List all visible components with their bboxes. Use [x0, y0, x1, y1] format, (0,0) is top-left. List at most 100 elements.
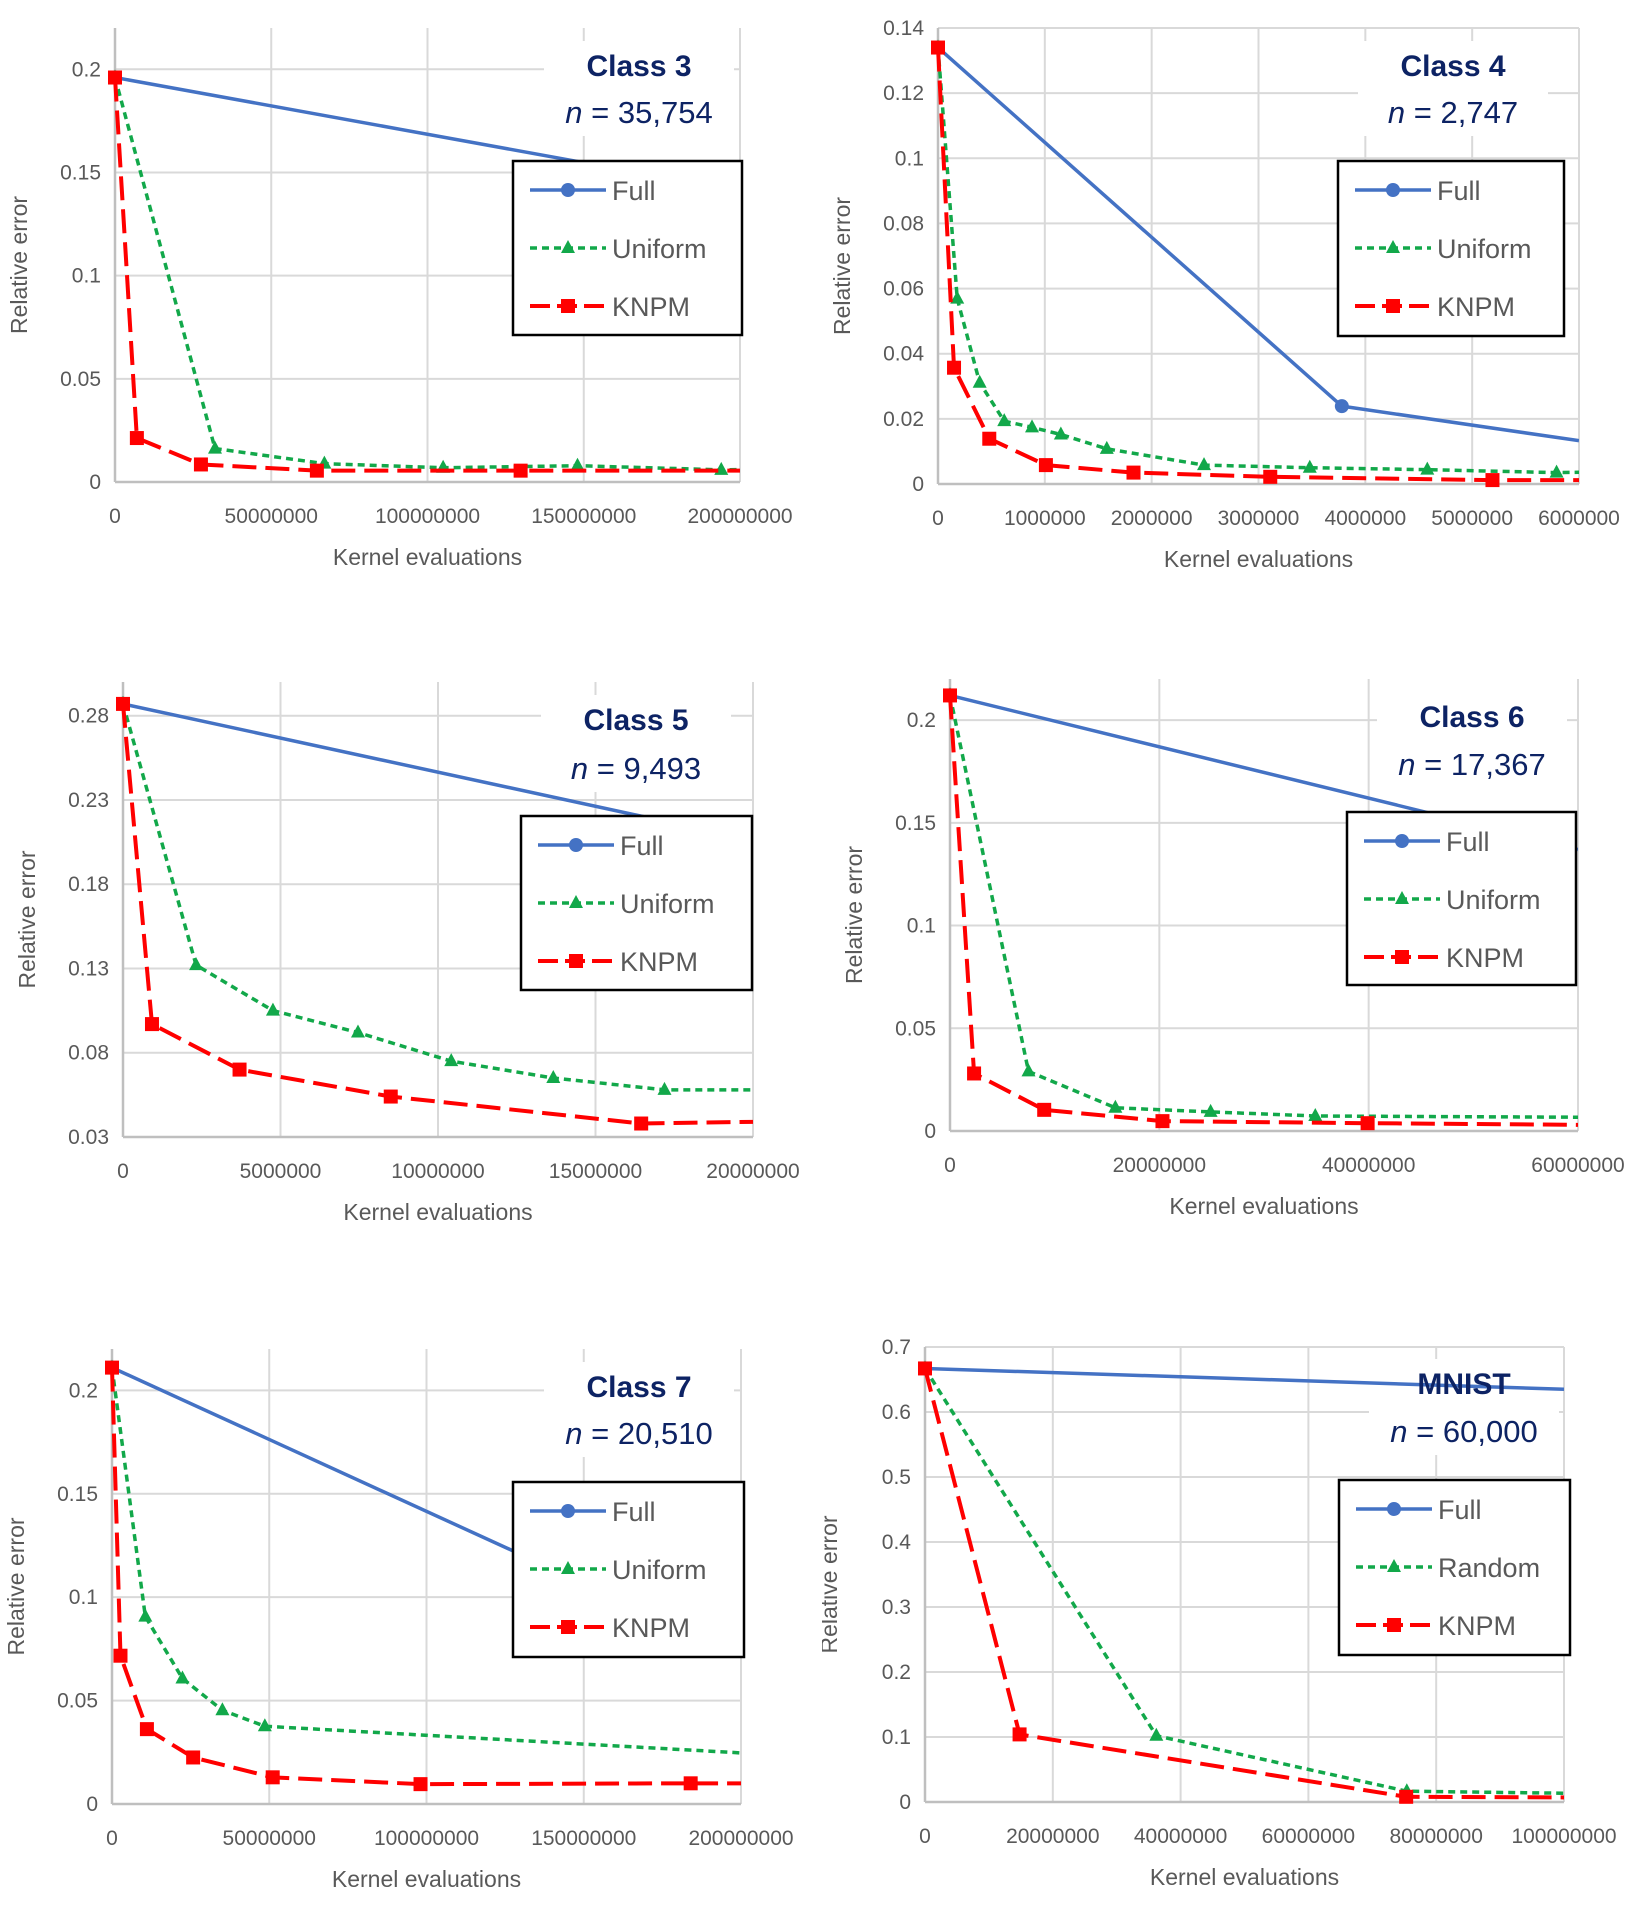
legend-item-full: Full [1364, 827, 1490, 857]
series-line [923, 1367, 1564, 1800]
legend: Full Random KNPM [1337, 1478, 1572, 1657]
x-tick-label: 1000000 [1004, 507, 1086, 530]
y-axis-label: Relative error [822, 1515, 842, 1653]
data-point [1053, 426, 1068, 440]
series-line [923, 1367, 1564, 1795]
title-background [1377, 692, 1567, 788]
title-background [541, 695, 731, 792]
x-tick-label: 80000000 [1389, 1825, 1482, 1848]
title-background [544, 1362, 734, 1457]
x-tick-label: 0 [117, 1160, 129, 1183]
data-point [513, 463, 528, 478]
y-axis-label: Relative error [829, 197, 855, 335]
sample-size-annotation: n = 35,754 [565, 95, 712, 130]
legend-marker [1386, 183, 1400, 197]
y-axis-label: Relative error [6, 196, 32, 334]
data-point [918, 1361, 932, 1376]
chart-title: Class 7 [586, 1371, 691, 1404]
data-point [1485, 473, 1500, 488]
series-line [936, 47, 1579, 483]
legend-marker [1387, 1502, 1401, 1516]
x-tick-label: 60000000 [1262, 1825, 1355, 1848]
x-tick-label: 5000000 [240, 1160, 322, 1183]
legend-label: Full [1438, 1495, 1482, 1525]
x-tick-label: 5000000 [1431, 507, 1513, 530]
legend-label: Uniform [612, 234, 707, 264]
y-tick-label: 0.2 [69, 1379, 98, 1402]
legend-label: KNPM [612, 292, 690, 322]
title-background [1358, 41, 1548, 136]
x-tick-label: 100000000 [374, 1827, 479, 1850]
legend-marker [1386, 240, 1400, 253]
y-tick-label: 0.06 [883, 278, 924, 301]
legend-item-knpm: KNPM [1355, 292, 1515, 322]
legend-label: KNPM [612, 1613, 690, 1643]
legend-label: Full [1437, 176, 1481, 206]
series-line [936, 47, 1579, 475]
legend-item-uniform: Uniform [530, 1555, 707, 1585]
y-axis-label: Relative error [3, 1517, 29, 1655]
series-line [110, 1367, 741, 1787]
data-point [108, 70, 122, 85]
x-axis-label: Kernel evaluations [333, 544, 522, 570]
data-point [683, 1776, 698, 1791]
data-point [947, 360, 962, 375]
y-axis-label: Relative error [841, 846, 867, 984]
data-point [1549, 464, 1564, 478]
chart-title: MNIST [1417, 1368, 1510, 1401]
legend-item-uniform: Uniform [530, 234, 707, 264]
x-tick-label: 20000000 [706, 1160, 799, 1183]
x-axis-label: Kernel evaluations [1150, 1864, 1339, 1890]
data-point [546, 1070, 561, 1084]
legend-label: Full [1446, 827, 1490, 857]
x-axis-label: Kernel evaluations [1164, 546, 1353, 572]
y-tick-label: 0.15 [60, 161, 101, 184]
legend-item-full: Full [538, 831, 664, 861]
x-tick-label: 150000000 [531, 505, 636, 528]
y-tick-label: 0.05 [57, 1690, 98, 1713]
y-tick-label: 0.2 [72, 58, 101, 81]
y-tick-label: 0.1 [907, 915, 936, 938]
x-tick-label: 10000000 [391, 1160, 484, 1183]
data-point [950, 290, 965, 304]
y-tick-label: 0.18 [68, 873, 109, 896]
legend-marker [561, 1620, 575, 1634]
data-point [265, 1770, 280, 1785]
chart-svg: 0 5000000 10000000 15000000 20000000 0.03 0.08… [14, 682, 800, 1225]
y-tick-label: 0.23 [68, 789, 109, 812]
chart-panel-4: 0 50000000 100000000 150000000 200000000 0 0.0… [0, 1280, 822, 1908]
y-tick-label: 0.3 [882, 1596, 911, 1619]
data-point [144, 1017, 159, 1032]
legend-item-uniform: Uniform [538, 889, 715, 919]
y-tick-label: 0.08 [68, 1042, 109, 1065]
data-point [1037, 1102, 1052, 1117]
data-point [1420, 461, 1435, 475]
x-axis-label: Kernel evaluations [343, 1199, 532, 1225]
data-point [657, 1081, 672, 1095]
data-point [1302, 459, 1317, 473]
y-tick-label: 0.08 [883, 212, 924, 235]
sample-size-annotation: n = 17,367 [1398, 747, 1545, 782]
data-point [1308, 1108, 1323, 1122]
legend-item-uniform: Uniform [1355, 234, 1532, 264]
x-axis-label: Kernel evaluations [1169, 1193, 1358, 1219]
y-axis-label: Relative error [14, 850, 40, 988]
chart-title: Class 6 [1419, 701, 1524, 734]
data-point [186, 1750, 201, 1765]
legend-marker [1387, 1559, 1401, 1572]
legend-item-random: Random [1356, 1553, 1540, 1583]
data-point [1012, 1727, 1027, 1742]
x-tick-label: 20000000 [1113, 1154, 1206, 1177]
x-tick-label: 4000000 [1324, 507, 1406, 530]
y-tick-label: 0.05 [895, 1017, 936, 1040]
series-line [113, 77, 740, 473]
series-line [948, 695, 1578, 1127]
series-uniform [108, 69, 740, 475]
legend-item-full: Full [530, 1497, 656, 1527]
x-tick-label: 60000000 [1531, 1154, 1624, 1177]
series-line [121, 703, 753, 1092]
legend: Full Uniform KNPM [1345, 810, 1578, 987]
data-point [967, 1066, 982, 1081]
data-point [193, 457, 208, 472]
